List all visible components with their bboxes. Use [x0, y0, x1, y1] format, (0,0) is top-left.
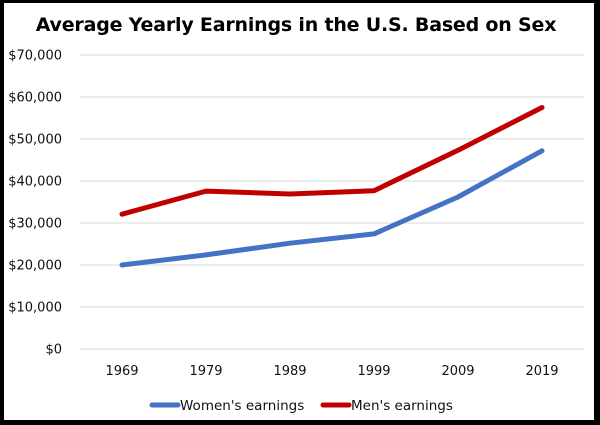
y-tick-label: $60,000: [8, 91, 62, 106]
x-tick-label: 2009: [441, 364, 474, 379]
legend: Women's earnings Men's earnings: [149, 398, 453, 414]
y-tick-label: $50,000: [8, 133, 62, 148]
chart-frame: [4, 3, 594, 420]
series-line-men: [119, 105, 545, 217]
chart-title: Average Yearly Earnings in the U.S. Base…: [35, 14, 557, 36]
x-tick-label: 2019: [525, 364, 558, 379]
legend-label: Men's earnings: [351, 398, 453, 414]
x-tick-label: 1969: [105, 364, 138, 379]
series-lines: [119, 105, 545, 268]
y-tick-label: $20,000: [8, 259, 62, 274]
legend-item: Men's earnings: [320, 398, 453, 414]
y-tick-label: $70,000: [8, 49, 62, 64]
x-tick-label: 1979: [189, 364, 222, 379]
series-line-women: [119, 148, 545, 268]
gridlines: [80, 54, 584, 350]
y-tick-label: $40,000: [8, 175, 62, 190]
x-tick-label: 1989: [273, 364, 306, 379]
y-tick-label: $30,000: [8, 217, 62, 232]
legend-label: Women's earnings: [180, 398, 304, 414]
x-axis-ticks: 1969 1979 1989 1999 2009 2019: [105, 364, 558, 379]
x-tick-label: 1999: [357, 364, 390, 379]
legend-item: Women's earnings: [149, 398, 304, 414]
y-tick-label: $10,000: [8, 301, 62, 316]
y-tick-label: $0: [45, 343, 62, 358]
y-axis-ticks: $0 $10,000 $20,000 $30,000 $40,000 $50,000 $60…: [8, 49, 62, 358]
